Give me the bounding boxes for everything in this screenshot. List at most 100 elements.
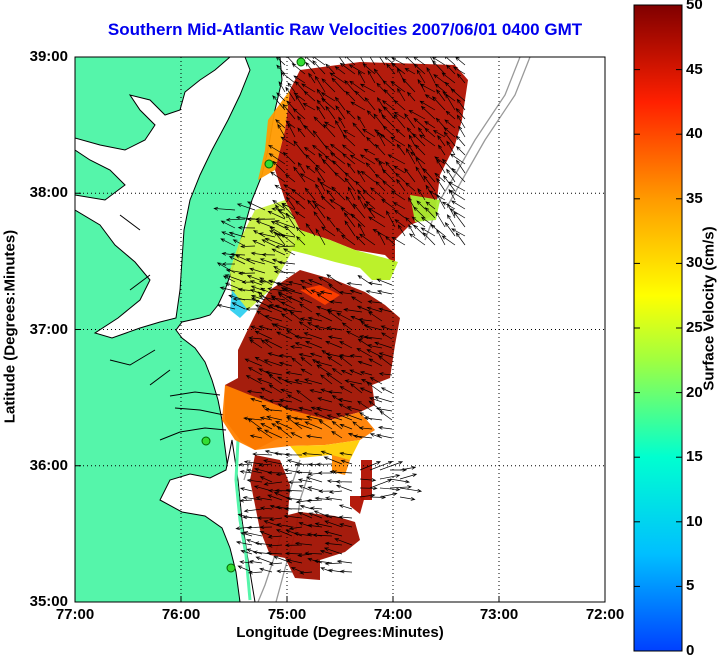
- velocity-vector: [422, 232, 436, 246]
- velocity-vector: [408, 224, 416, 237]
- velocity-vector: [336, 559, 353, 564]
- velocity-vector: [287, 480, 303, 485]
- velocity-vector: [393, 114, 406, 129]
- velocity-vector: [245, 307, 266, 311]
- velocity-vector: [286, 394, 303, 403]
- velocity-vector: [267, 535, 283, 539]
- velocity-vector: [267, 352, 283, 358]
- velocity-vector: [340, 369, 353, 376]
- velocity-vector: [300, 368, 313, 376]
- velocity-vector: [325, 341, 343, 349]
- velocity-vector: [243, 508, 263, 513]
- vector-field: [213, 57, 466, 575]
- velocity-vector: [303, 146, 316, 156]
- velocity-vector: [446, 214, 456, 228]
- velocity-vector: [408, 134, 416, 147]
- velocity-vector: [339, 62, 356, 75]
- inlet-water: [109, 214, 227, 441]
- velocity-vector: [272, 199, 286, 210]
- velocity-vector: [238, 462, 253, 467]
- velocity-vector: [267, 287, 286, 292]
- velocity-vector: [373, 113, 386, 129]
- velocity-vector: [268, 144, 286, 156]
- velocity-vector: [363, 416, 383, 421]
- velocity-vector: [339, 523, 353, 528]
- velocity-vector: [321, 226, 336, 237]
- velocity-vector: [306, 498, 323, 503]
- velocity-vector: [363, 148, 376, 156]
- velocity-vector: [286, 558, 303, 564]
- velocity-vector: [273, 323, 293, 331]
- velocity-vector: [282, 103, 296, 120]
- velocity-vector: [396, 178, 406, 192]
- velocity-vector: [397, 67, 406, 84]
- velocity-vector: [338, 290, 353, 295]
- velocity-vector: [383, 106, 396, 120]
- velocity-vector: [287, 280, 303, 286]
- velocity-vector: [286, 330, 303, 340]
- velocity-vector: [320, 450, 333, 456]
- velocity-vector: [344, 379, 363, 385]
- velocity-vector: [237, 225, 256, 230]
- velocity-vector: [264, 237, 286, 247]
- velocity-vector: [345, 90, 356, 102]
- velocity-vector: [368, 397, 383, 403]
- velocity-vector: [297, 115, 306, 129]
- velocity-vector: [389, 478, 410, 484]
- velocity-vector: [359, 387, 373, 394]
- velocity-vector: [245, 375, 263, 385]
- velocity-vector: [359, 154, 376, 165]
- velocity-vector: [274, 184, 286, 192]
- velocity-vector: [321, 97, 336, 111]
- velocity-vector: [273, 492, 293, 501]
- velocity-vector: [267, 543, 283, 548]
- colorbar-tick-label: 10: [686, 512, 703, 530]
- velocity-vector: [239, 498, 253, 503]
- velocity-vector: [326, 189, 336, 201]
- velocity-vector: [315, 228, 326, 246]
- velocity-vector: [247, 570, 263, 575]
- velocity-vector: [368, 358, 383, 367]
- velocity-vector: [359, 83, 376, 93]
- velocity-vector: [260, 387, 273, 394]
- velocity-vector: [449, 153, 466, 165]
- velocity-vector: [368, 216, 386, 228]
- grid-lines: [75, 57, 605, 602]
- velocity-vector: [261, 239, 276, 247]
- x-tick-label: 75:00: [267, 606, 307, 623]
- velocity-vector: [370, 187, 386, 201]
- velocity-vector: [323, 456, 343, 465]
- velocity-vector: [404, 67, 416, 75]
- velocity-vector: [340, 234, 356, 246]
- velocity-vector: [366, 136, 376, 147]
- velocity-vector: [443, 131, 456, 147]
- velocity-vector: [228, 231, 246, 238]
- velocity-vector: [255, 220, 276, 229]
- velocity-vector: [331, 186, 346, 201]
- velocity-vector: [253, 230, 266, 238]
- velocity-vector: [394, 219, 406, 228]
- velocity-vector: [359, 233, 376, 246]
- velocity-vector: [399, 487, 423, 493]
- velocity-vector: [315, 406, 333, 412]
- velocity-vector: [256, 427, 273, 439]
- velocity-vector: [369, 377, 383, 385]
- velocity-vector: [238, 271, 256, 276]
- map-area: [75, 57, 605, 602]
- y-tick-label: 35:00: [29, 593, 68, 610]
- velocity-vector: [406, 91, 416, 102]
- velocity-vector: [374, 173, 386, 183]
- velocity-vector: [268, 384, 283, 394]
- velocity-vector: [293, 140, 306, 156]
- velocity-vector: [247, 367, 263, 376]
- velocity-vector: [314, 75, 326, 93]
- velocity-vector: [309, 506, 323, 511]
- velocity-vector: [329, 300, 343, 304]
- velocity-vector: [261, 252, 276, 257]
- velocity-vector: [450, 88, 466, 102]
- velocity-vector: [317, 471, 333, 475]
- velocity-vector: [316, 364, 333, 376]
- velocity-vector: [235, 254, 256, 265]
- velocity-vector: [404, 167, 416, 183]
- velocity-vector: [259, 258, 276, 265]
